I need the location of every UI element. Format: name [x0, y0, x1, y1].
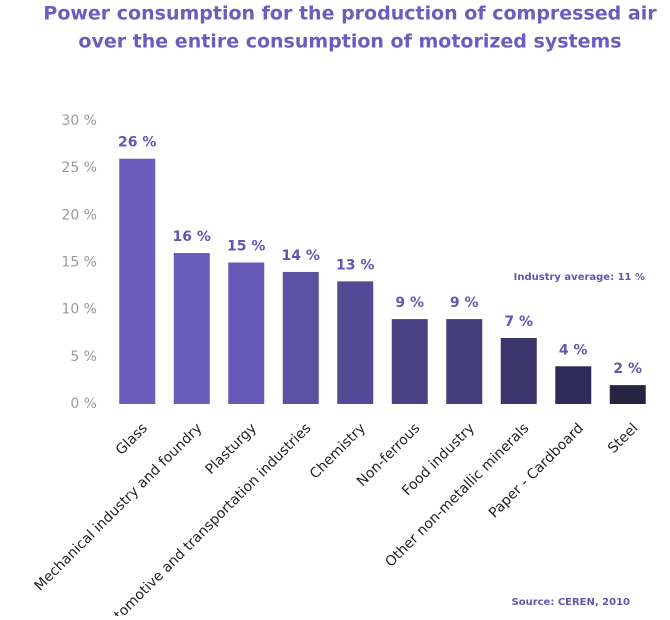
x-tick-label: Glass	[113, 420, 151, 458]
value-label: 13 %	[336, 257, 374, 273]
bar	[173, 253, 210, 404]
bar	[391, 319, 428, 404]
source: Source: CEREN, 2010	[512, 597, 631, 608]
chart-subtitle: over the entire consumption of motorized…	[78, 31, 621, 53]
bar	[228, 262, 265, 404]
chart-title: Power consumption for the production of …	[43, 3, 657, 25]
y-tick-label: 30 %	[61, 113, 97, 129]
bar	[337, 281, 374, 404]
value-label: 26 %	[118, 135, 156, 151]
value-label: 7 %	[504, 314, 533, 330]
bar	[282, 271, 319, 404]
value-label: 9 %	[395, 295, 424, 311]
x-tick-label: Plasturgy	[202, 420, 259, 477]
y-tick-label: 25 %	[61, 160, 97, 176]
bar	[446, 319, 483, 404]
value-label: 4 %	[559, 342, 588, 358]
bar	[500, 337, 537, 404]
bar	[119, 158, 156, 404]
y-tick-label: 15 %	[61, 255, 97, 271]
y-tick-label: 0 %	[70, 396, 97, 412]
value-label: 9 %	[450, 295, 479, 311]
y-tick-label: 5 %	[70, 349, 97, 365]
value-label: 15 %	[227, 239, 265, 255]
value-label: 16 %	[173, 229, 211, 245]
x-tick-label: Steel	[605, 420, 641, 456]
value-label: 2 %	[613, 361, 642, 377]
value-label: 14 %	[282, 248, 320, 264]
y-tick-label: 10 %	[61, 302, 97, 318]
bar	[555, 366, 592, 404]
bar	[609, 385, 646, 404]
annotation: Industry average: 11 %	[514, 272, 645, 283]
x-tick-label: Paper - Cardboard	[486, 420, 587, 521]
y-tick-label: 20 %	[61, 207, 97, 223]
